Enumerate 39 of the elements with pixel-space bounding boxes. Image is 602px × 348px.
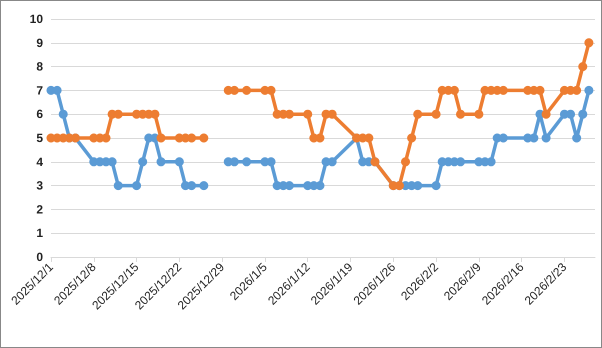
y-tick-label: 6 <box>36 107 44 122</box>
point <box>242 86 252 95</box>
point <box>138 157 148 166</box>
y-tick-label: 2 <box>36 202 44 216</box>
y-tick-label: 10 <box>30 12 44 26</box>
point <box>474 110 484 119</box>
point <box>456 110 466 119</box>
point <box>542 110 551 119</box>
point <box>413 110 422 119</box>
point <box>584 38 594 48</box>
point <box>432 110 441 119</box>
point <box>578 62 588 72</box>
y-tick-label: 5 <box>36 131 44 145</box>
point <box>542 134 551 142</box>
point <box>584 86 594 95</box>
point <box>199 181 208 190</box>
point <box>432 181 441 190</box>
y-tick-label: 9 <box>36 36 44 50</box>
y-tick-label: 8 <box>36 60 44 74</box>
point <box>578 110 588 119</box>
y-tick-label: 0 <box>36 250 44 264</box>
point <box>401 157 410 166</box>
point <box>242 157 252 166</box>
point <box>102 134 111 142</box>
point <box>58 110 68 119</box>
point <box>572 134 582 142</box>
y-tick-label: 3 <box>36 178 44 193</box>
point <box>156 134 166 142</box>
point <box>156 157 166 166</box>
point <box>132 181 142 190</box>
point <box>407 134 416 142</box>
y-tick-label: 4 <box>36 154 44 169</box>
point <box>114 181 123 190</box>
point <box>303 110 312 119</box>
y-tick-label: 1 <box>36 226 44 240</box>
y-tick-label: 7 <box>36 83 44 98</box>
point <box>536 86 544 95</box>
point <box>174 157 184 166</box>
point <box>199 134 208 142</box>
